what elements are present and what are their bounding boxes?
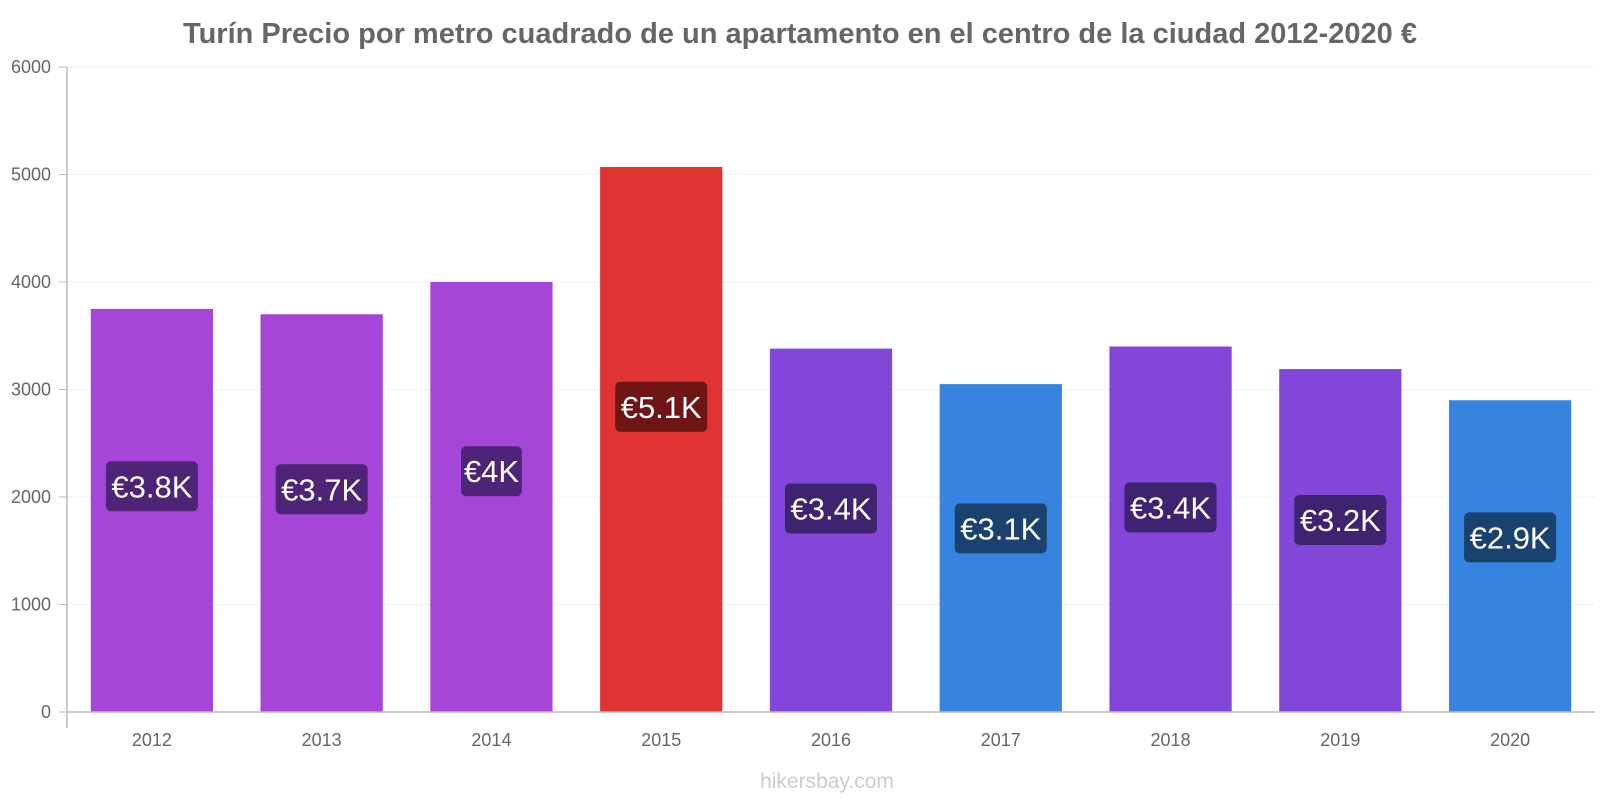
data-label: €3.2K [1300, 503, 1381, 538]
x-tick-label: 2019 [1320, 730, 1360, 750]
data-label: €4K [464, 454, 519, 489]
y-tick-label: 6000 [11, 57, 51, 77]
data-label-background [1124, 482, 1217, 533]
data-labels: €3.8K €3.7K €4K €5.1K €3.4K €3.1K €3.4K €3.2K €2… [105, 381, 1557, 563]
y-tick-label: 2000 [11, 487, 51, 507]
x-tick-label: 2017 [981, 730, 1021, 750]
data-label-background [1294, 494, 1387, 545]
x-axis-ticks: 2012 2013 2014 2015 2016 2017 2018 2019 2020 [132, 730, 1530, 750]
bar-2014 [430, 282, 553, 712]
chart-title: Turín Precio por metro cuadrado de un ap… [183, 18, 1417, 50]
data-label-background [105, 461, 198, 512]
x-tick-label: 2014 [471, 730, 511, 750]
axes [66, 67, 1595, 728]
x-tick-label: 2018 [1151, 730, 1191, 750]
data-label-background [461, 446, 522, 497]
y-tick-label: 1000 [11, 595, 51, 615]
x-tick-label: 2013 [302, 730, 342, 750]
data-label: €3.7K [281, 472, 362, 507]
data-label: €3.8K [111, 469, 192, 504]
data-label-background [785, 483, 877, 534]
data-label: €5.1K [621, 390, 702, 425]
x-tick-label: 2016 [811, 730, 851, 750]
watermark-text: hikersbay.com [760, 770, 894, 793]
data-label: €3.1K [960, 511, 1041, 546]
y-axis-ticks: 0 1000 2000 3000 4000 5000 6000 [11, 57, 67, 722]
bar-2015 [600, 166, 723, 713]
x-tick-label: 2020 [1490, 730, 1530, 750]
bars [90, 166, 1572, 713]
data-label-background [615, 381, 708, 432]
y-tick-label: 3000 [11, 380, 51, 400]
y-tick-label: 5000 [11, 165, 51, 185]
data-label-background [1464, 512, 1557, 563]
data-label-background [954, 503, 1047, 554]
data-label: €3.4K [790, 492, 871, 527]
x-tick-label: 2012 [132, 730, 172, 750]
data-label: €2.9K [1470, 520, 1551, 555]
x-tick-label: 2015 [641, 730, 681, 750]
data-label: €3.4K [1130, 490, 1211, 525]
data-label-background [275, 464, 368, 515]
y-tick-label: 0 [41, 702, 51, 722]
y-tick-label: 4000 [11, 272, 51, 292]
